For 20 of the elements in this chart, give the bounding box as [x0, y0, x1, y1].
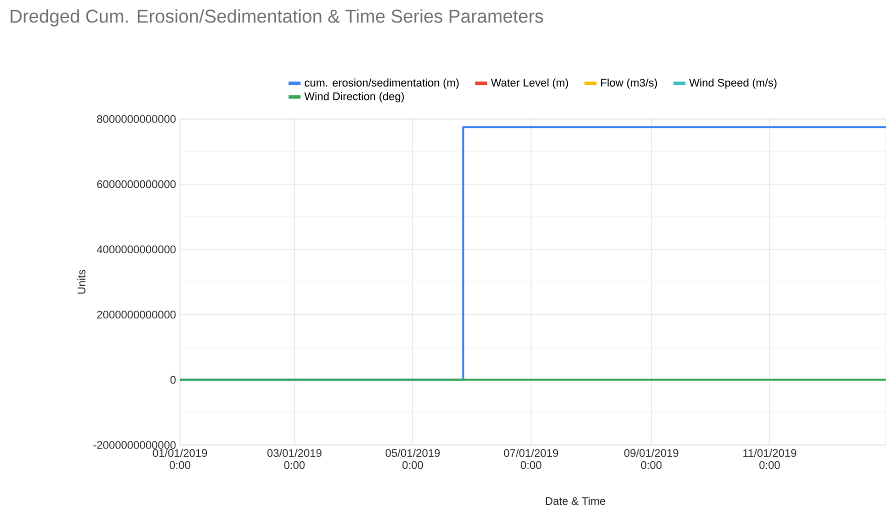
x-tick-label: 05/01/2019 0:00: [386, 448, 440, 469]
y-tick-label: 8000000000000: [97, 115, 176, 123]
legend-label: Wind Direction (deg): [304, 92, 404, 102]
legend-label: cum. erosion/sedimentation (m): [304, 78, 459, 89]
y-tick-label: 2000000000000: [97, 310, 176, 318]
y-tick-label: 4000000000000: [96, 246, 176, 254]
legend-label: Water Level (m): [490, 78, 568, 89]
x-tick-label: 11/01/2019 0:00: [743, 448, 796, 469]
y-tick-label: -2000000000000: [93, 441, 176, 449]
y-tick-label: 6000000000000: [97, 180, 176, 188]
x-axis-title: Date & Time: [546, 496, 606, 505]
x-tick-label: 01/01/2019 0:00: [152, 448, 207, 469]
x-tick-label: 07/01/2019 0:00: [504, 448, 558, 469]
y-tick-label: 0: [170, 376, 176, 384]
legend-label: Flow (m3/s): [601, 78, 657, 89]
x-tick-label: 09/01/2019 0:00: [624, 448, 678, 469]
x-tick-label: 03/01/2019 0:00: [267, 448, 322, 469]
legend-label: Wind Speed (m/s): [689, 78, 776, 89]
y-axis-title: Units: [77, 270, 86, 294]
chart-title: Dredged Cum. Erosion/Sedimentation & Time Series Parameters: [10, 9, 544, 26]
